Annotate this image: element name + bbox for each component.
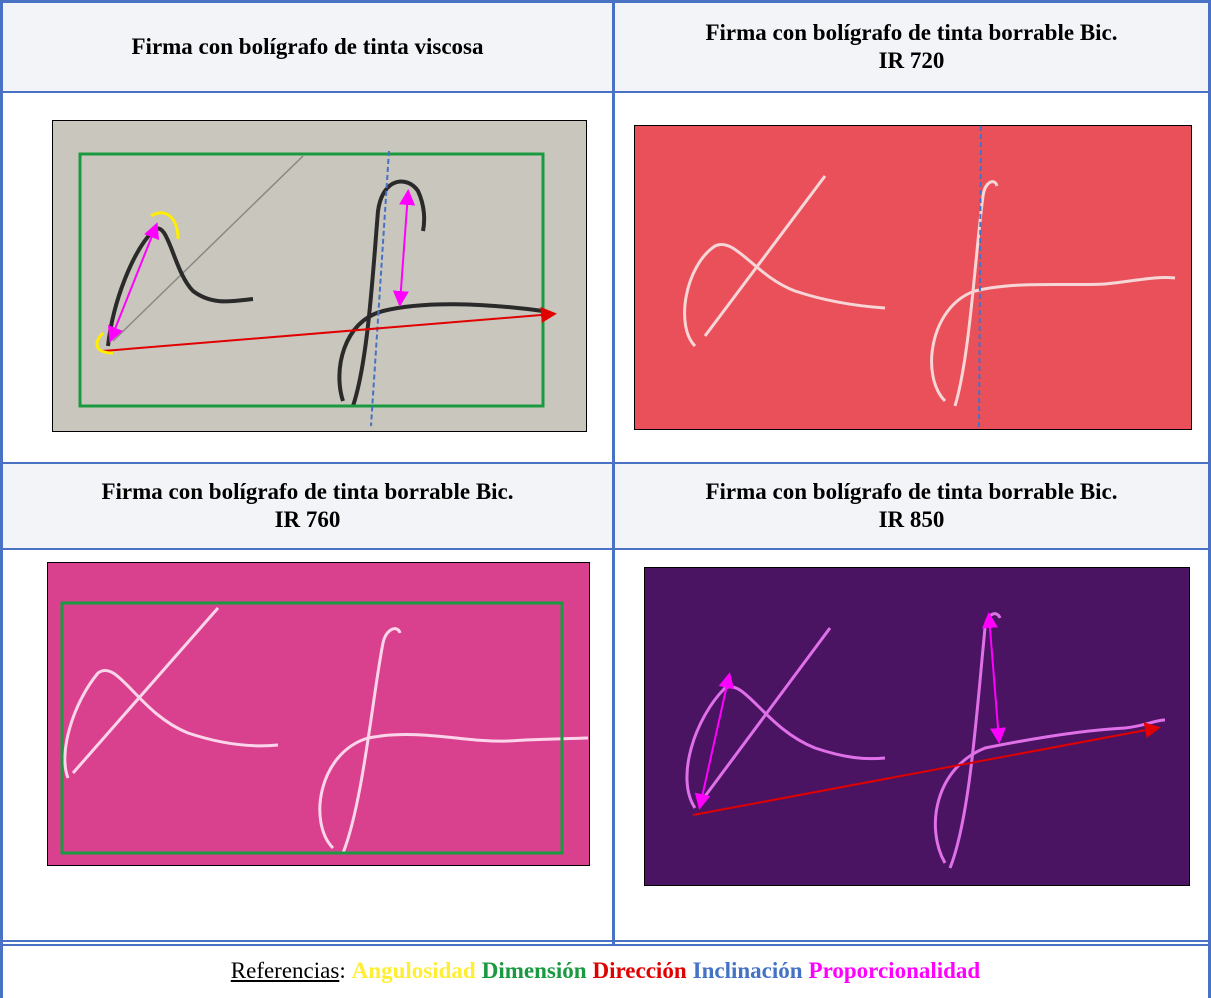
- header-line: Firma con bolígrafo de tinta viscosa: [131, 34, 484, 59]
- header-line: IR 720: [878, 48, 945, 73]
- reference-item: Angulosidad: [351, 958, 476, 983]
- border: [1208, 0, 1211, 998]
- border: [0, 0, 3, 998]
- header-cell: Firma con bolígrafo de tinta borrable Bi…: [615, 3, 1208, 91]
- header-cell: Firma con bolígrafo de tinta borrable Bi…: [3, 464, 612, 548]
- border: [0, 944, 1211, 946]
- signature-image: [52, 120, 587, 432]
- reference-item: Inclinación: [692, 958, 803, 983]
- border: [0, 91, 1211, 93]
- reference-item: Dirección: [592, 958, 687, 983]
- border: [0, 940, 1211, 942]
- header-line: IR 850: [878, 507, 945, 532]
- header-line: IR 760: [274, 507, 341, 532]
- reference-item: Proporcionalidad: [808, 958, 981, 983]
- signature-image: [634, 125, 1192, 430]
- header-cell: Firma con bolígrafo de tinta viscosa: [3, 3, 612, 91]
- border: [0, 0, 1211, 3]
- references-label: Referencias: [230, 958, 340, 983]
- border: [0, 462, 1211, 464]
- references: Referencias: Angulosidad Dimensión Direc…: [0, 944, 1211, 998]
- separator: :: [339, 958, 346, 983]
- border: [612, 0, 615, 944]
- header-line: Firma con bolígrafo de tinta borrable Bi…: [705, 20, 1118, 45]
- header-cell: Firma con bolígrafo de tinta borrable Bi…: [615, 464, 1208, 548]
- reference-item: Dimensión: [481, 958, 587, 983]
- signature-image: [644, 567, 1190, 886]
- header-line: Firma con bolígrafo de tinta borrable Bi…: [101, 479, 514, 504]
- header-line: Firma con bolígrafo de tinta borrable Bi…: [705, 479, 1118, 504]
- signature-image: [47, 562, 590, 866]
- border: [0, 548, 1211, 550]
